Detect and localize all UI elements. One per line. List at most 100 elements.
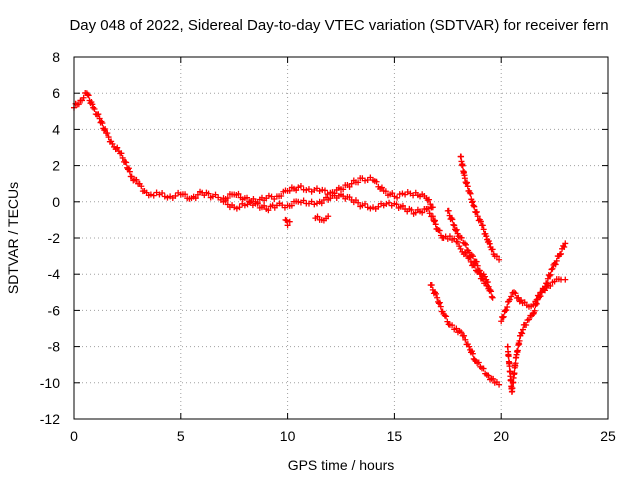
data-point: [161, 193, 168, 200]
data-point: [486, 240, 493, 247]
data-point: [552, 261, 559, 268]
data-point: [514, 347, 521, 354]
series-descent-b: [444, 207, 496, 301]
data-point: [91, 105, 98, 112]
data-point: [261, 202, 268, 209]
y-axis-label: SDTVAR / TECUs: [5, 182, 21, 294]
data-point: [540, 286, 547, 293]
data-point: [487, 287, 494, 294]
y-tick-label: -6: [48, 302, 61, 318]
data-point: [518, 329, 525, 336]
data-point: [467, 190, 474, 197]
data-point: [244, 194, 251, 201]
y-tick-label: -8: [48, 339, 61, 355]
data-point: [498, 318, 505, 325]
data-point: [466, 189, 473, 196]
data-point: [453, 325, 460, 332]
data-point: [484, 278, 491, 285]
data-point: [90, 104, 97, 111]
data-point: [286, 218, 293, 225]
series-lower-mid: [220, 191, 430, 217]
data-point: [102, 126, 109, 133]
data-point: [192, 195, 199, 202]
data-point: [477, 218, 484, 225]
data-point: [533, 300, 540, 307]
data-point: [172, 192, 179, 199]
data-point: [429, 213, 436, 220]
data-point: [159, 189, 166, 196]
data-point: [150, 192, 157, 199]
data-point: [125, 165, 132, 172]
data-point: [300, 197, 307, 204]
data-point: [133, 176, 140, 183]
data-point: [378, 184, 385, 191]
y-tick-label: -4: [48, 266, 61, 282]
data-point: [104, 130, 111, 137]
data-point: [278, 193, 285, 200]
data-point: [496, 381, 503, 388]
data-point: [233, 205, 240, 212]
data-point: [444, 318, 451, 325]
series-dip: [282, 216, 293, 229]
data-point: [284, 222, 291, 229]
data-point: [118, 150, 125, 157]
data-point: [468, 251, 475, 258]
data-point: [288, 202, 295, 209]
data-point: [241, 202, 248, 209]
data-point: [519, 326, 526, 333]
data-point: [119, 154, 126, 161]
data-point: [483, 233, 490, 240]
data-point: [463, 180, 470, 187]
data-point: [458, 234, 465, 241]
y-tick-label: -12: [40, 411, 60, 427]
data-point: [525, 316, 532, 323]
data-point: [382, 188, 389, 195]
data-point: [340, 186, 347, 193]
data-point: [437, 303, 444, 310]
data-point: [399, 190, 406, 197]
data-point: [254, 200, 261, 207]
data-point: [453, 226, 460, 233]
data-point: [481, 273, 488, 280]
data-point: [493, 253, 500, 260]
data-point: [236, 204, 243, 211]
data-point: [316, 187, 323, 194]
data-point: [530, 311, 537, 318]
data-point: [473, 258, 480, 265]
data-point: [286, 187, 293, 194]
data-point: [389, 190, 396, 197]
x-tick-label: 25: [600, 428, 616, 444]
data-point: [308, 198, 315, 205]
grid: [74, 57, 608, 419]
data-point: [561, 243, 568, 250]
data-point: [475, 359, 482, 366]
data-point: [429, 204, 436, 211]
data-point: [205, 190, 212, 197]
data-point: [454, 238, 461, 245]
chart-title: Day 048 of 2022, Sidereal Day-to-day VTE…: [69, 17, 608, 34]
y-tick-label: 6: [52, 85, 60, 101]
data-point: [521, 299, 528, 306]
data-point: [348, 180, 355, 187]
data-point: [535, 294, 542, 301]
data-point: [488, 293, 495, 300]
data-point: [449, 322, 456, 329]
y-tick-label: 8: [52, 49, 60, 65]
data-point: [500, 313, 507, 320]
data-point: [503, 307, 510, 314]
data-point: [431, 218, 438, 225]
plot-frame: [73, 56, 609, 420]
data-point: [445, 207, 452, 214]
data-point: [75, 101, 82, 108]
data-point: [562, 276, 569, 283]
data-point: [485, 283, 492, 290]
data-point: [506, 296, 513, 303]
data-point: [543, 280, 550, 287]
data-point: [511, 289, 518, 296]
data-point: [466, 343, 473, 350]
y-tick-label: 4: [52, 121, 60, 137]
data-point: [375, 203, 382, 210]
data-point: [346, 183, 353, 190]
data-point: [426, 196, 433, 203]
data-point: [512, 290, 519, 297]
